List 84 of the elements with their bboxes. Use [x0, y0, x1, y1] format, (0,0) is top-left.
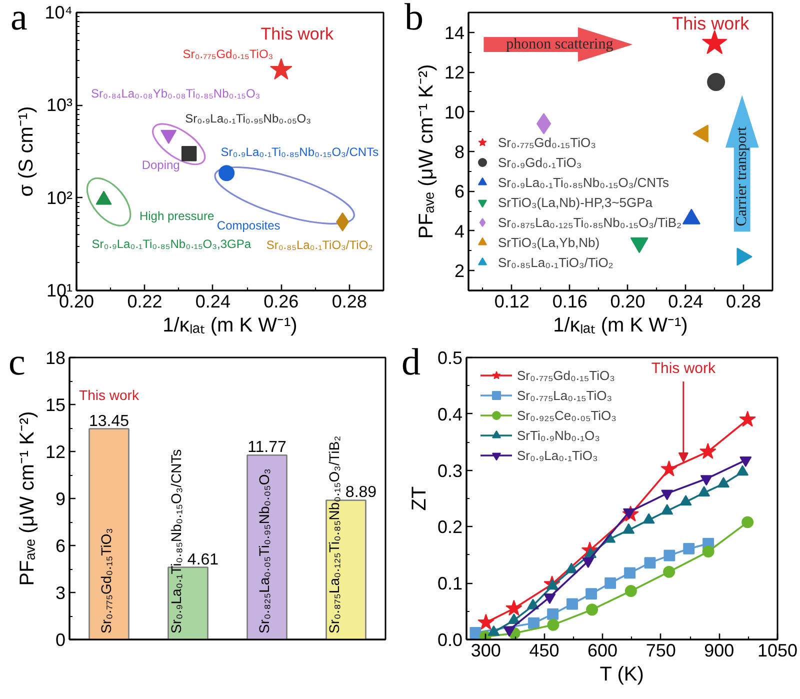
data-label: 8.89: [345, 484, 377, 502]
annotation: This work: [260, 24, 334, 44]
y-tick-label: 10: [444, 102, 465, 122]
x-axis-title: 1/κₗₐₜ (m K W⁻¹): [553, 314, 688, 336]
annotation: Carrier transport: [734, 126, 750, 226]
legend-label: Sr₀.₉Gd₀.₁TiO₃: [498, 154, 582, 172]
y-tick-label: 3: [55, 583, 66, 603]
x-tick-label: Sr₀.₈₇₅La₀.₁₂₅Ti₀.₈₅Nb₀.₁₅O₃/TiB₂: [326, 436, 342, 634]
series-label: Sr₀.₉La₀.₁Ti₀.₉₅Nb₀.₀₅O₃: [185, 112, 312, 126]
y-tick-label: 0.0: [437, 630, 463, 650]
chart-title: a: [10, 0, 28, 38]
x-tick-label: 0.16: [552, 292, 588, 312]
y-tick-label: 12: [45, 442, 66, 462]
text: Sr₀.₈₅La₀.₁TiO₃/TiO₂: [266, 238, 374, 252]
legend-label: Sr₀.₈₅La₀.₁TiO₃/TiO₂: [498, 254, 614, 272]
x-tick-label: 0.28: [726, 292, 762, 312]
x-tick-label: 900: [704, 640, 734, 660]
y-tick-label: 6: [454, 182, 465, 202]
chart-title: d: [402, 342, 420, 384]
annotation: This work: [672, 13, 750, 34]
series-label: Sr₀.₇₇₅Gd₀.₁₅TiO₃: [182, 46, 274, 61]
annotation: phonon scattering: [506, 36, 614, 52]
y-tick-label: 0.2: [437, 517, 463, 538]
x-axis-title: 1/κₗₐₜ (m K W⁻¹): [162, 314, 298, 336]
annotation: Doping: [142, 158, 180, 172]
legend-label: SrTi₀.₉Nb₀.₁O₃: [517, 426, 600, 444]
y-tick-label: 6: [55, 536, 66, 556]
x-tick-label: 0.22: [127, 292, 162, 312]
y-tick-label: 15: [45, 395, 66, 415]
series-label: Sr₀.₉La₀.₁Ti₀.₈₅Nb₀.₁₅O₃/CNTs: [220, 145, 379, 160]
y-axis-title: σ (S cm⁻¹): [16, 106, 38, 197]
y-axis-title: ZT: [408, 486, 430, 511]
x-tick-label: 300: [470, 640, 501, 660]
y-tick-label: 0.3: [437, 460, 463, 481]
y-tick-label: 8: [454, 142, 465, 162]
y-tick-label: 4: [454, 221, 465, 242]
x-tick-label: 0.28: [332, 292, 367, 312]
text: Sr₀.₈₄La₀.₀₈Yb₀.₀₈Ti₀.₈₅Nb₀.₁₅O₃: [91, 86, 260, 101]
y-tick-label: 10⁴: [44, 2, 73, 22]
y-tick-label: 12: [444, 62, 465, 83]
y-tick-label: 18: [45, 348, 66, 368]
chart-title: b: [404, 0, 424, 38]
data-label: 11.77: [248, 439, 287, 456]
legend-label: Sr₀.₉La₀.₁Ti₀.₈₅Nb₀.₁₅O₃/CNTs: [498, 174, 670, 192]
data-label: 4.61: [187, 551, 219, 568]
x-tick-label: Sr₀.₈₂₅La₀.₀₅Ti₀.₉₅Nb₀.₀₅O₃: [256, 468, 272, 634]
x-tick-label: 0.20: [610, 292, 646, 312]
y-tick-label: 0.1: [437, 574, 463, 594]
y-tick-label: 10³: [46, 95, 73, 116]
legend-label: Sr₀.₉₂₅Ce₀.₀₅TiO₃: [517, 406, 616, 424]
annotation: Composites: [216, 218, 280, 232]
data-label: 13.45: [88, 412, 130, 430]
annotation: This work: [651, 360, 716, 378]
legend-label: Sr₀.₈₇₅La₀.₁₂₅Ti₀.₈₅Nb₀.₁₅O₃/TiB₂: [498, 214, 682, 232]
x-tick-label: 750: [646, 640, 676, 660]
y-tick-label: 14: [444, 22, 465, 43]
x-tick-label: 1050: [757, 640, 798, 660]
x-tick-label: 0.24: [195, 292, 230, 312]
y-tick-label: 9: [55, 489, 66, 509]
x-axis-title: T (K): [600, 664, 644, 686]
legend-label: Sr₀.₉La₀.₁TiO₃: [517, 446, 598, 464]
legend-label: Sr₀.₇₇₅Gd₀.₁₅TiO₃: [498, 134, 596, 152]
y-tick-label: 10²: [46, 188, 73, 208]
annotation: High pressure: [139, 208, 214, 223]
x-tick-label: 0.26: [264, 292, 299, 312]
x-tick-label: 600: [588, 640, 618, 660]
legend-label: SrTiO₃(La,Yb,Nb): [498, 234, 600, 252]
y-axis-title: PFₐᵥₑ (μW cm⁻¹ K⁻²): [16, 411, 38, 586]
legend-label: Sr₀.₇₇₅La₀.₁₅TiO₃: [517, 386, 612, 404]
y-tick-label: 0.5: [437, 348, 463, 368]
y-tick-label: 0: [55, 630, 66, 650]
y-tick-label: 2: [454, 261, 465, 282]
x-tick-label: Sr₀.₇₇₅Gd₀.₁₅TiO₃: [98, 528, 114, 634]
x-tick-label: 450: [529, 640, 560, 660]
text: Sr₀.₉La₀.₁Ti₀.₈₅Nb₀.₁₅O₃,3GPa: [92, 236, 252, 251]
y-axis-title: PFₐᵥₑ (μW cm⁻¹ K⁻²): [415, 64, 438, 239]
legend-label: SrTiO₃(La,Nb)-HP,3~5GPa: [498, 194, 652, 212]
annotation: This work: [79, 386, 140, 403]
y-tick-label: 0.4: [437, 404, 463, 424]
chart-title: c: [8, 342, 26, 384]
x-tick-label: Sr₀.₉La₀.₁Ti₀.₈₅Nb₀.₁₅O₃/CNTs: [168, 449, 184, 634]
x-tick-label: 0.12: [494, 292, 530, 312]
x-tick-label: 0.24: [668, 292, 704, 312]
legend-label: Sr₀.₇₇₅Gd₀.₁₅TiO₃: [517, 366, 615, 384]
